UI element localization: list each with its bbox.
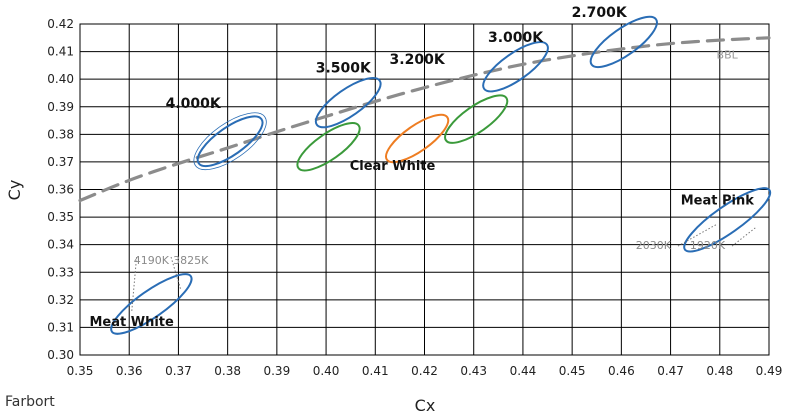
annotation-3-000k: 3.000K <box>488 30 544 46</box>
3-000k-ellipse <box>482 41 549 93</box>
y-tick-label: 0.36 <box>47 183 74 197</box>
3-500k-ellipse <box>314 77 382 129</box>
bbl-curve-group <box>78 36 771 203</box>
x-tick-label: 0.48 <box>706 364 733 378</box>
y-tick-label: 0.38 <box>47 127 74 141</box>
grid <box>79 23 770 356</box>
4-000k-ellipse-outer <box>193 112 267 171</box>
y-tick-label: 0.30 <box>47 348 74 362</box>
orange-5-ellipse <box>385 113 450 164</box>
annotation-4190k: 4190K <box>134 254 170 267</box>
x-tick-label: 0.40 <box>313 364 340 378</box>
annotation-4-000k: 4.000K <box>166 96 222 112</box>
y-tick-label: 0.37 <box>47 155 74 169</box>
annotation-clear-white: Clear White <box>350 159 436 174</box>
x-tick-label: 0.41 <box>362 364 389 378</box>
annotation-meat-white: Meat White <box>89 315 174 330</box>
y-tick-label: 0.32 <box>47 293 74 307</box>
y-tick-label: 0.39 <box>47 100 74 114</box>
annotation-bbl: BBL <box>717 48 739 61</box>
2-700k-ellipse <box>589 15 658 69</box>
x-tick-label: 0.37 <box>165 364 192 378</box>
y-tick-labels: 0.30 0.31 0.32 0.33 0.34 0.35 0.36 0.37 0.38 0.39… <box>47 17 74 362</box>
green-6-ellipse <box>444 94 509 144</box>
ellipses <box>110 15 772 335</box>
x-tick-label: 0.44 <box>510 364 537 378</box>
meat-white-ellipse <box>110 273 193 335</box>
meat-pink-ellipse <box>683 187 772 253</box>
x-tick-label: 0.46 <box>608 364 635 378</box>
x-tick-label: 0.39 <box>263 364 290 378</box>
x-tick-label: 0.36 <box>116 364 143 378</box>
y-tick-label: 0.34 <box>47 238 74 252</box>
annotation-1920k: 1920K <box>690 239 726 252</box>
y-axis-title: Cy <box>5 180 24 201</box>
annotations: 4.000K 3.500K 3.200K 3.000K 2.700K Clear Whit… <box>89 5 754 330</box>
bbl-curve <box>78 36 771 203</box>
annotation-2030k: 2030K <box>636 239 672 252</box>
annotation-3-500k: 3.500K <box>316 60 372 76</box>
green-4-ellipse <box>296 122 361 172</box>
annotation-meat-pink: Meat Pink <box>681 194 755 209</box>
y-tick-label: 0.42 <box>47 17 74 31</box>
y-tick-label: 0.33 <box>47 265 74 279</box>
annotation-3825k: 3825K <box>173 254 209 267</box>
x-axis-title: Cx <box>415 396 436 415</box>
leader-line <box>170 256 182 291</box>
x-tick-labels: 0.35 0.36 0.37 0.38 0.39 0.40 0.41 0.42 0.43 0.44… <box>67 364 783 378</box>
annotation-2-700k: 2.700K <box>572 5 628 21</box>
leader-line <box>677 223 718 247</box>
4-000k-ellipse <box>196 115 264 168</box>
x-tick-label: 0.35 <box>67 364 94 378</box>
y-tick-label: 0.31 <box>47 320 74 334</box>
x-tick-label: 0.43 <box>460 364 487 378</box>
x-tick-label: 0.42 <box>411 364 438 378</box>
leader-line <box>131 257 138 313</box>
annotation-3-200k: 3.200K <box>390 52 446 68</box>
x-tick-label: 0.49 <box>756 364 783 378</box>
brand-label: Farbort <box>5 394 55 410</box>
leader-lines <box>131 223 758 313</box>
y-tick-label: 0.41 <box>47 45 74 59</box>
x-tick-label: 0.45 <box>559 364 586 378</box>
y-tick-label: 0.35 <box>47 210 74 224</box>
x-tick-label: 0.47 <box>657 364 684 378</box>
y-tick-label: 0.40 <box>47 72 74 86</box>
x-tick-label: 0.38 <box>214 364 241 378</box>
